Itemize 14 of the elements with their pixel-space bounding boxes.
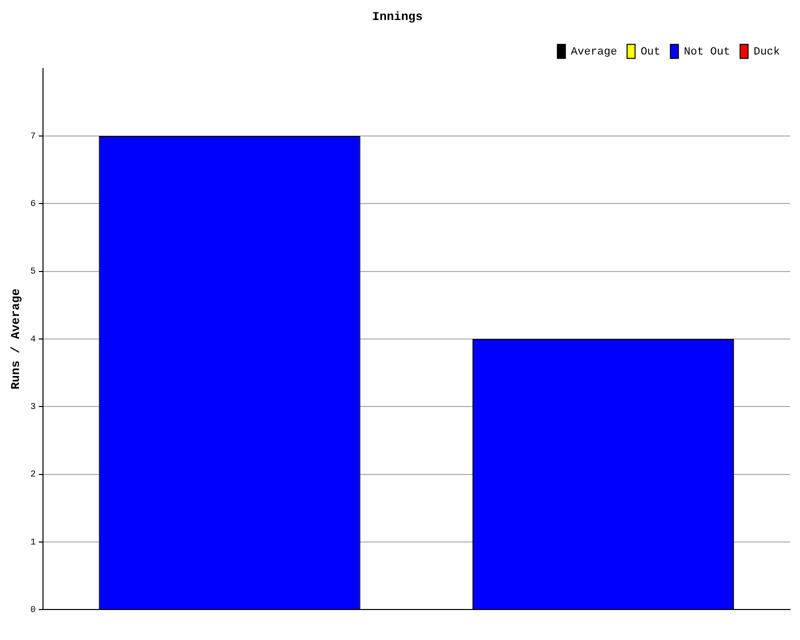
chart-title: Innings bbox=[372, 10, 423, 24]
y-tick-label: 1 bbox=[30, 537, 36, 548]
y-tick-label: 6 bbox=[30, 199, 36, 210]
y-axis-title: Runs / Average bbox=[9, 288, 24, 390]
y-tick-label: 0 bbox=[30, 604, 36, 615]
legend-label: Duck bbox=[754, 46, 780, 58]
y-tick-label: 4 bbox=[30, 334, 36, 344]
legend-label: Not Out bbox=[684, 46, 730, 58]
y-tick-label: 7 bbox=[30, 131, 36, 142]
legend-label: Average bbox=[570, 46, 618, 58]
y-tick-label: 2 bbox=[30, 470, 36, 480]
legend-label: Out bbox=[640, 46, 660, 58]
y-tick-label: 3 bbox=[30, 402, 36, 412]
y-tick-label: 5 bbox=[30, 266, 36, 277]
